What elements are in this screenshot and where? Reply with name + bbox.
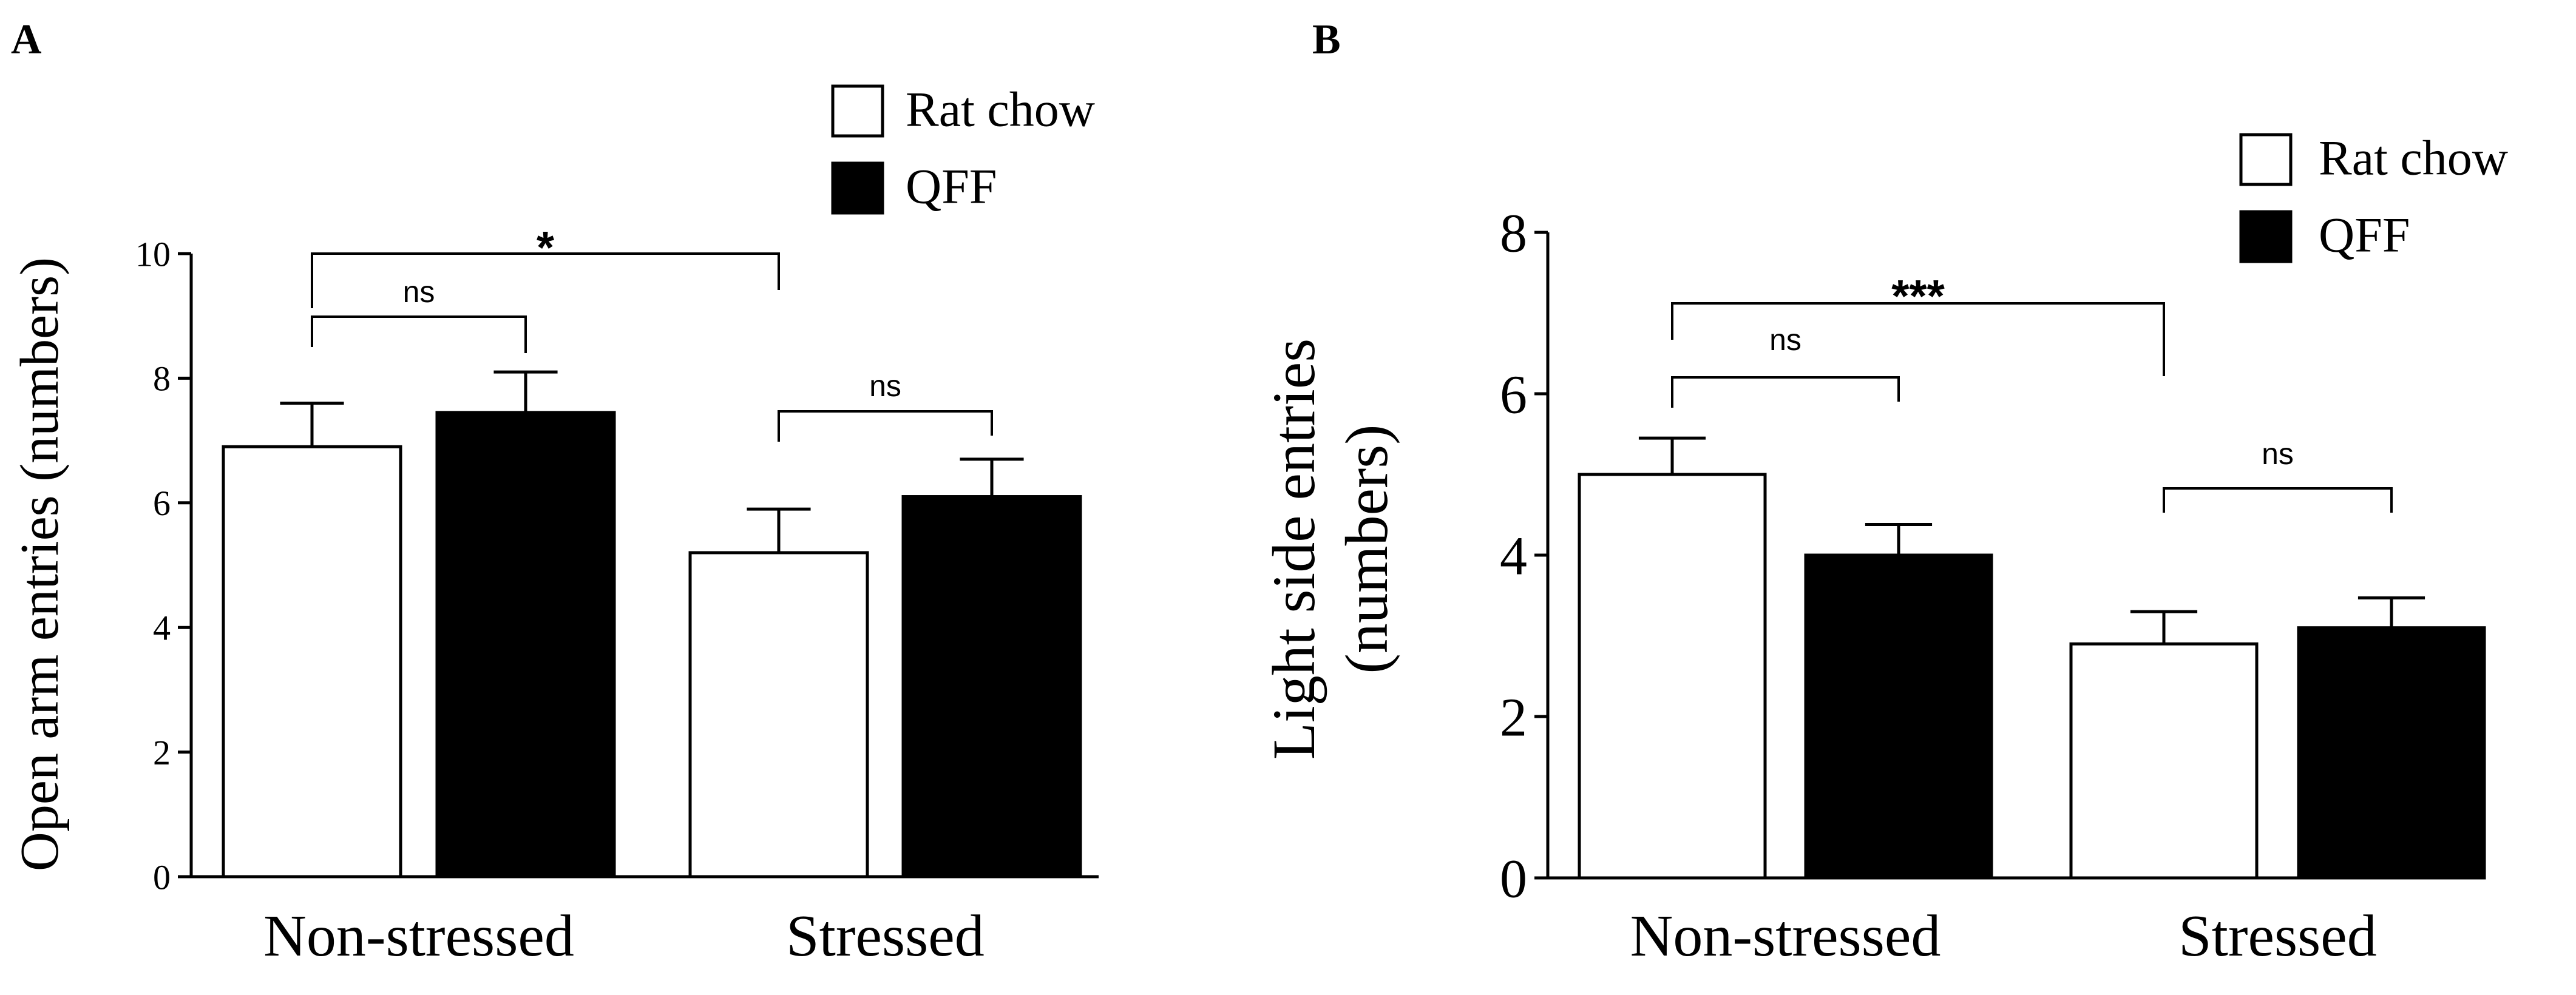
y-axis-title: Light side entries(numbers) (1260, 339, 1400, 760)
legend-swatch (2239, 210, 2293, 263)
significance-label: * (537, 222, 555, 273)
panel-letter: B (1312, 16, 1341, 63)
significance-bracket (2163, 487, 2393, 513)
significance-label: ns (2262, 437, 2294, 471)
bar-qff-stressed (901, 495, 1082, 879)
y-tick-label: 4 (153, 609, 171, 648)
y-axis-title-line: Light side entries (1260, 339, 1327, 760)
bar-qff-non-stressed (1804, 553, 1993, 880)
y-tick-label: 10 (135, 234, 171, 274)
legend-label: QFF (906, 159, 997, 214)
legend-label: QFF (2319, 207, 2410, 263)
significance-bracket (311, 315, 527, 353)
x-category-label: Stressed (2178, 903, 2377, 969)
bar-rat-chow-stressed (688, 551, 869, 879)
y-tick-label: 2 (153, 733, 171, 772)
bar-rat-chow-non-stressed (222, 445, 402, 879)
significance-label: ns (869, 369, 901, 403)
x-category-label: Non-stressed (263, 903, 574, 969)
legend-label: Rat chow (906, 82, 1095, 137)
y-tick-label: 2 (1500, 688, 1527, 748)
bar-qff-non-stressed (435, 411, 616, 879)
y-axis-title-line: (numbers) (1333, 425, 1400, 674)
y-tick-label: 8 (1500, 204, 1527, 264)
y-axis-title: Open arm entries (numbers) (10, 257, 70, 871)
panel-letter: A (11, 16, 42, 63)
y-tick-label: 0 (1500, 849, 1527, 909)
legend-swatch (831, 84, 884, 138)
significance-bracket (1671, 376, 1900, 408)
significance-bracket (778, 410, 993, 442)
y-tick-label: 4 (1500, 527, 1527, 587)
legend-label: Rat chow (2319, 130, 2508, 186)
bar-rat-chow-non-stressed (1578, 473, 1767, 880)
legend-swatch (831, 161, 884, 215)
significance-bracket (1671, 302, 2165, 376)
x-category-label: Stressed (786, 903, 985, 969)
bar-rat-chow-stressed (2069, 642, 2259, 880)
x-category-label: Non-stressed (1630, 903, 1941, 969)
panel-b: B 0 2 4 6 8 Non-stressed Stressed Light side en… (1260, 16, 2508, 969)
bar-qff-stressed (2297, 626, 2486, 880)
legend-swatch (2239, 133, 2293, 186)
significance-label: *** (1891, 271, 1945, 322)
significance-label: ns (403, 275, 435, 309)
significance-label: ns (1769, 323, 1802, 357)
y-tick-label: 0 (153, 857, 171, 897)
y-tick-label: 6 (1500, 365, 1527, 425)
panel-a: A 0 2 4 6 8 10 Non-stressed Stressed Open arm en… (10, 16, 1099, 969)
y-tick-label: 8 (153, 359, 171, 399)
significance-bracket (311, 252, 780, 308)
y-tick-label: 6 (153, 484, 171, 523)
